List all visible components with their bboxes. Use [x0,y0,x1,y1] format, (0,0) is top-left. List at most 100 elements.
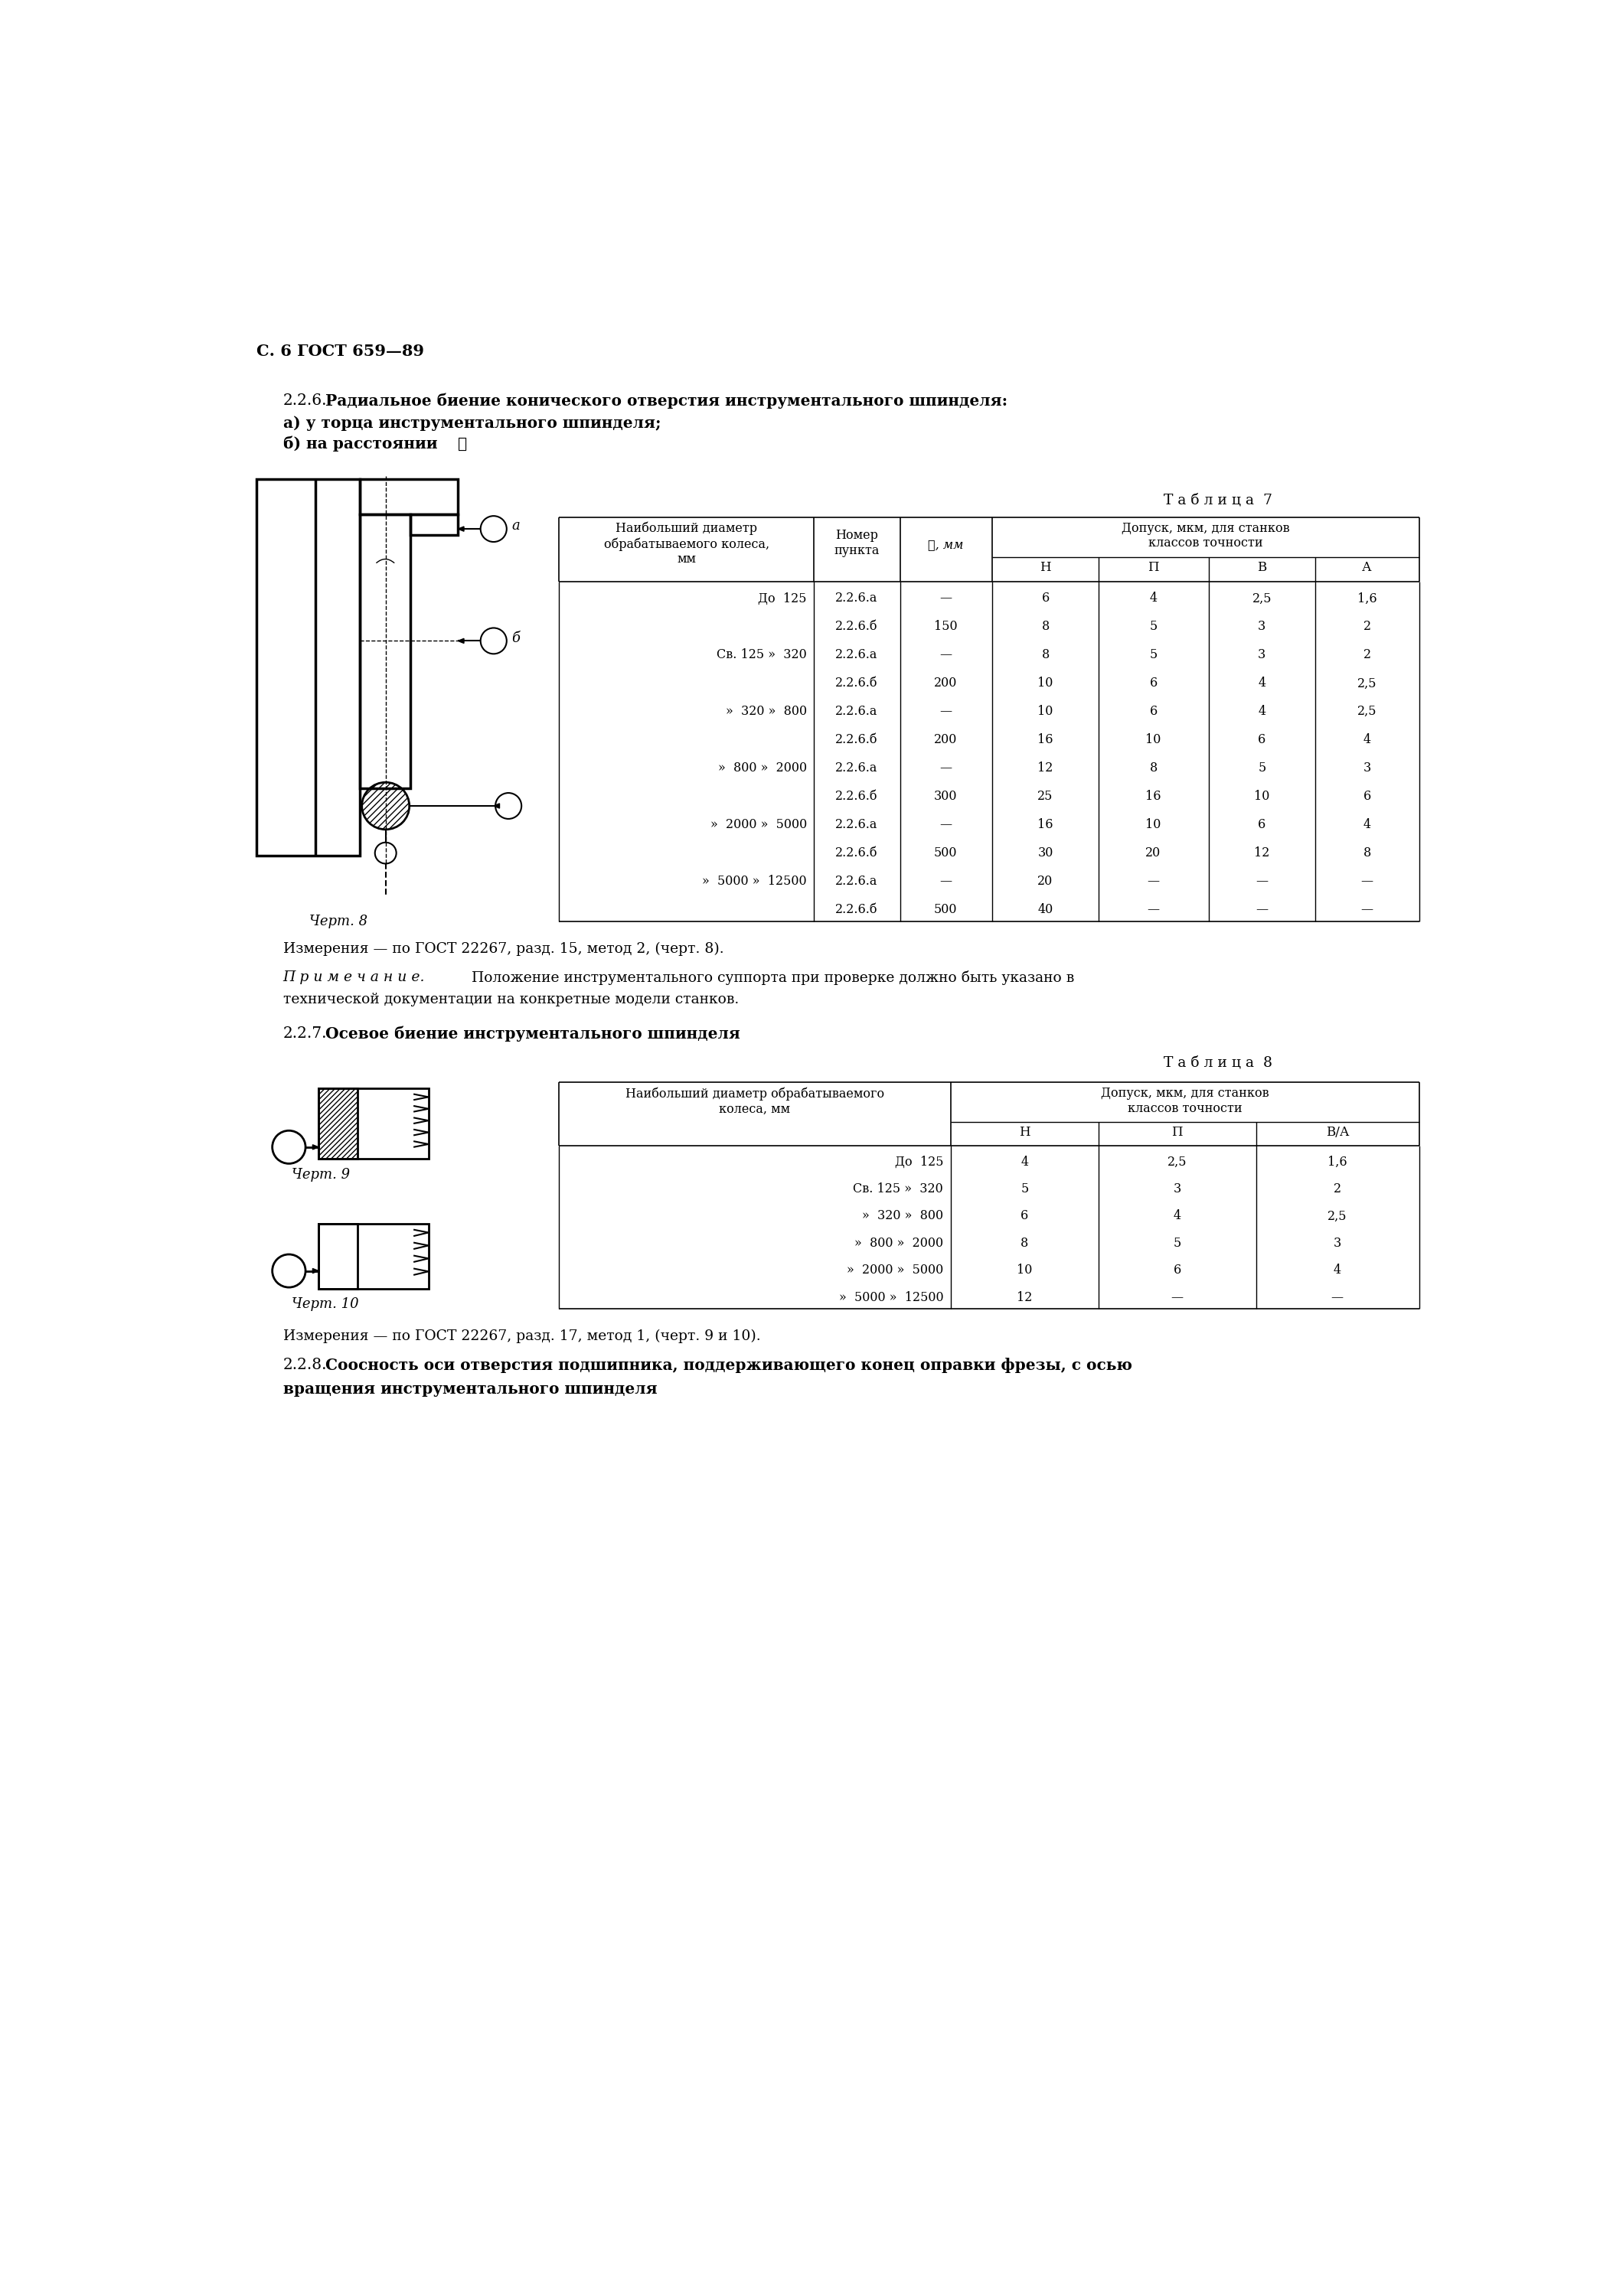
Text: 4: 4 [1334,1263,1341,1277]
Text: Св. 125 »  320: Св. 125 » 320 [854,1182,943,1196]
Text: б) на расстоянии: б) на расстоянии [282,436,443,452]
Text: 2.2.6.б: 2.2.6.б [836,902,878,916]
Text: 5: 5 [1149,620,1157,634]
Text: 6: 6 [1173,1263,1182,1277]
Text: Н: Н [1040,560,1052,574]
Text: 3: 3 [1258,647,1266,661]
Text: Т а б л и ц а  7: Т а б л и ц а 7 [1164,494,1272,507]
Polygon shape [313,1146,318,1150]
Text: Измерения — по ГОСТ 22267, разд. 17, метод 1, (черт. 9 и 10).: Измерения — по ГОСТ 22267, разд. 17, мет… [282,1329,761,1343]
Text: 2,5: 2,5 [1167,1155,1186,1169]
Text: 8: 8 [1149,762,1157,774]
Text: 500: 500 [933,902,958,916]
Text: 2.2.6.а: 2.2.6.а [836,592,878,604]
Text: »  2000 »  5000: » 2000 » 5000 [711,817,807,831]
Text: Допуск, мкм, для станков
классов точности: Допуск, мкм, для станков классов точност… [1100,1086,1269,1116]
Text: 6: 6 [1149,677,1157,689]
Text: 5: 5 [1173,1238,1182,1249]
Text: Св. 125 »  320: Св. 125 » 320 [717,647,807,661]
Text: 2.2.6.б: 2.2.6.б [836,620,878,634]
Text: Положение инструментального суппорта при проверке должно быть указано в: Положение инструментального суппорта при… [467,971,1074,985]
Text: 12: 12 [1255,847,1269,859]
Text: —: — [1170,1290,1183,1304]
Text: 200: 200 [935,677,958,689]
Text: ℓ: ℓ [458,436,467,450]
Bar [318,1224,428,1288]
Text: —: — [1147,902,1159,916]
Text: 4: 4 [1363,817,1371,831]
Text: ℓ, мм: ℓ, мм [928,537,964,551]
Text: 30: 30 [1037,847,1053,859]
Text: В: В [1258,560,1266,574]
Polygon shape [458,526,464,530]
Text: 6: 6 [1149,705,1157,719]
Text: 500: 500 [933,847,958,859]
Text: 25: 25 [1037,790,1053,804]
Text: 6: 6 [1258,732,1266,746]
Text: вращения инструментального шпинделя: вращения инструментального шпинделя [282,1382,657,1396]
Text: 6: 6 [1021,1210,1029,1221]
Text: 6: 6 [1258,817,1266,831]
Text: —: — [1256,875,1268,889]
Bar [318,1088,357,1159]
Text: 4: 4 [1021,1155,1029,1169]
Text: 12: 12 [1018,1290,1032,1304]
Text: —: — [940,762,951,774]
Text: 2,5: 2,5 [1357,705,1376,719]
Text: 4: 4 [1258,677,1266,689]
Text: 150: 150 [933,620,958,634]
Text: б: б [511,631,519,645]
Text: Н: Н [1019,1125,1031,1139]
Text: 20: 20 [1146,847,1160,859]
Text: 1,6: 1,6 [1357,592,1376,604]
Text: 8: 8 [1042,647,1050,661]
Text: »  320 »  800: » 320 » 800 [862,1210,943,1221]
Text: 2: 2 [1334,1182,1341,1196]
Text: Т а б л и ц а  8: Т а б л и ц а 8 [1164,1056,1272,1070]
Text: —: — [1360,875,1373,889]
Bar [256,480,360,856]
Text: 16: 16 [1146,790,1160,804]
Text: 3: 3 [1334,1238,1341,1249]
Text: 6: 6 [1042,592,1050,604]
Text: 5: 5 [1149,647,1157,661]
Text: 4: 4 [1173,1210,1182,1221]
Text: 2: 2 [1363,647,1371,661]
Text: 2.2.6.: 2.2.6. [282,393,326,409]
Text: 2.2.6.б: 2.2.6.б [836,732,878,746]
Text: 10: 10 [1255,790,1269,804]
Text: —: — [1256,902,1268,916]
Text: В/А: В/А [1326,1125,1349,1139]
Text: технической документации на конкретные модели станков.: технической документации на конкретные м… [282,992,738,1006]
Text: Осевое биение инструментального шпинделя: Осевое биение инструментального шпинделя [326,1026,740,1042]
Text: —: — [940,705,951,719]
Text: 6: 6 [1363,790,1371,804]
Bar [411,514,458,535]
Text: »  800 »  2000: » 800 » 2000 [854,1238,943,1249]
Text: 2,5: 2,5 [1357,677,1376,689]
Text: Допуск, мкм, для станков
классов точности: Допуск, мкм, для станков классов точност… [1121,521,1290,549]
Text: 2.2.6.а: 2.2.6.а [836,875,878,889]
Text: 300: 300 [933,790,958,804]
Bar [360,514,411,788]
Text: 10: 10 [1146,732,1160,746]
Text: Радиальное биение конического отверстия инструментального шпинделя:: Радиальное биение конического отверстия … [326,393,1008,409]
Text: 40: 40 [1037,902,1053,916]
Text: 8: 8 [1021,1238,1029,1249]
Text: С. 6 ГОСТ 659—89: С. 6 ГОСТ 659—89 [256,344,424,358]
Text: 5: 5 [1021,1182,1029,1196]
Text: П р и м е ч а н и е.: П р и м е ч а н и е. [282,971,425,985]
Text: 8: 8 [1363,847,1371,859]
Text: 12: 12 [1037,762,1053,774]
Text: До  125: До 125 [894,1155,943,1169]
Bar [318,1088,428,1159]
Text: П: П [1147,560,1159,574]
Text: —: — [940,875,951,889]
Text: 3: 3 [1363,762,1371,774]
Polygon shape [493,804,500,808]
Text: —: — [1360,902,1373,916]
Text: —: — [1331,1290,1344,1304]
Text: »  320 »  800: » 320 » 800 [725,705,807,719]
Text: —: — [940,647,951,661]
Text: 5: 5 [1258,762,1266,774]
